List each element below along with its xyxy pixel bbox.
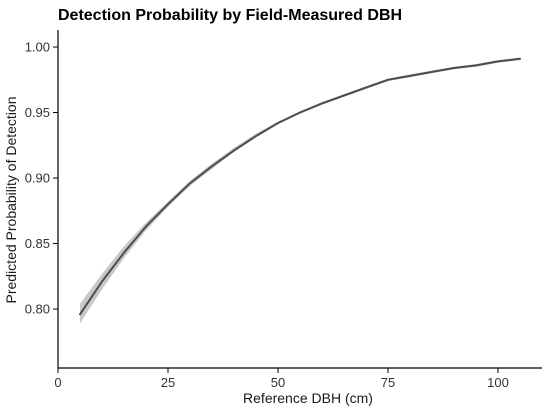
y-axis-ticks: 0.80 0.85 0.90 0.95 1.00	[25, 40, 58, 317]
plot-area	[79, 57, 521, 324]
x-axis-label: Reference DBH (cm)	[243, 390, 373, 406]
y-axis-label: Predicted Probability of Detection	[3, 97, 19, 304]
y-tick-label: 0.95	[25, 105, 50, 120]
x-tick-label: 100	[487, 375, 509, 390]
x-tick-label: 75	[381, 375, 395, 390]
chart-title: Detection Probability by Field-Measured …	[58, 7, 402, 24]
x-tick-label: 50	[271, 375, 285, 390]
y-tick-label: 0.80	[25, 302, 50, 317]
x-tick-label: 0	[54, 375, 61, 390]
confidence-band-0	[80, 57, 520, 324]
y-tick-label: 1.00	[25, 40, 50, 55]
y-tick-label: 0.90	[25, 171, 50, 186]
series-line-0	[79, 57, 521, 316]
y-tick-label: 0.85	[25, 236, 50, 251]
x-axis-ticks: 0 25 50 75 100	[54, 368, 509, 390]
x-tick-label: 25	[161, 375, 175, 390]
